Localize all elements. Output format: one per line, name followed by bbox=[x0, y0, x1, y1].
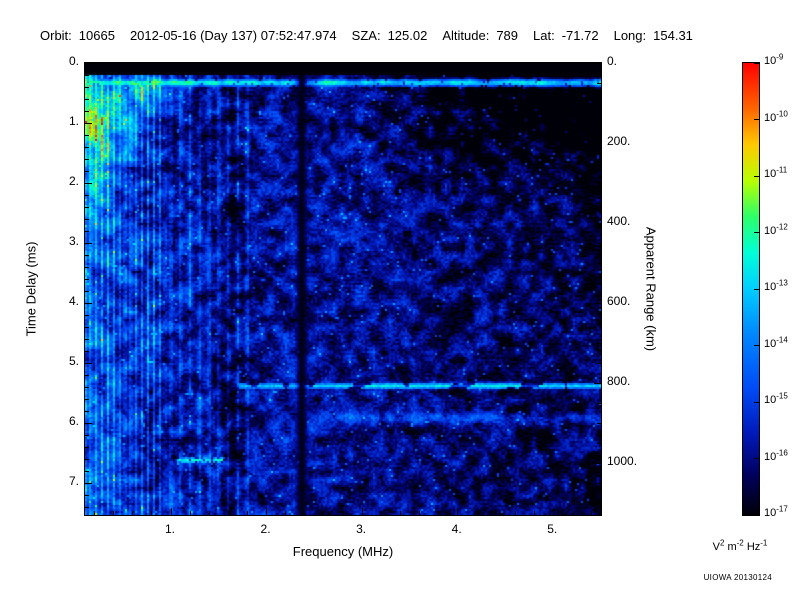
latitude-value: -71.72 bbox=[561, 28, 599, 43]
colorbar-tick-label: 10-9 bbox=[764, 52, 784, 67]
x-tick-label: 5. bbox=[547, 522, 558, 536]
credit-text: UIOWA 20130124 bbox=[703, 573, 772, 582]
spectrogram-canvas bbox=[85, 63, 601, 515]
orbit-label: Orbit: bbox=[40, 28, 72, 43]
altitude-value: 789 bbox=[496, 28, 519, 43]
y-left-tick-label: 1. bbox=[68, 114, 79, 129]
y-right-tick-label: 200. bbox=[607, 134, 631, 149]
altitude-label: Altitude: bbox=[442, 28, 490, 43]
y-left-tick-label: 7. bbox=[68, 474, 79, 489]
sza-field: SZA: 125.02 bbox=[352, 28, 428, 43]
colorbar-tick bbox=[754, 232, 759, 233]
longitude-label: Long: bbox=[613, 28, 647, 43]
y-right-tick-label: 400. bbox=[607, 214, 631, 229]
latitude-field: Lat: -71.72 bbox=[533, 28, 599, 43]
x-tick-label: 3. bbox=[356, 522, 367, 536]
sza-label: SZA: bbox=[351, 28, 381, 43]
colorbar-tick-label: 10-11 bbox=[764, 165, 788, 180]
plot-frame bbox=[84, 62, 602, 516]
longitude-value: 154.31 bbox=[653, 28, 693, 43]
colorbar-tick-label: 10-13 bbox=[764, 278, 788, 293]
x-tick-label: 4. bbox=[451, 522, 462, 536]
colorbar-tick bbox=[754, 345, 759, 346]
colorbar-tick-label: 10-16 bbox=[764, 447, 788, 463]
colorbar-tick bbox=[754, 401, 759, 403]
colorbar-tick bbox=[754, 513, 759, 515]
colorbar-tick-label: 10-12 bbox=[764, 221, 788, 237]
orbit-field: Orbit: 10665 bbox=[40, 28, 115, 43]
latitude-label: Lat: bbox=[533, 28, 555, 43]
colorbar-tick-label: 10-10 bbox=[764, 108, 788, 124]
colorbar-tick-label: 10-15 bbox=[764, 391, 788, 406]
y-axis-label-left: Time Delay (ms) bbox=[23, 241, 39, 337]
y-left-tick-label: 6. bbox=[68, 414, 79, 429]
y-left-tick-label: 2. bbox=[68, 174, 79, 189]
y-right-tick-label: 800. bbox=[607, 374, 631, 389]
x-tick-label: 1. bbox=[164, 522, 175, 536]
y-right-tick-label: 0. bbox=[607, 54, 618, 68]
colorbar-tick bbox=[754, 458, 759, 459]
colorbar-tick bbox=[754, 119, 759, 120]
colorbar-tick-label: 10-14 bbox=[764, 334, 788, 350]
y-left-tick-label: 3. bbox=[68, 234, 79, 249]
colorbar-tick-label: 10-17 bbox=[764, 504, 788, 519]
colorbar bbox=[742, 62, 760, 516]
y-left-tick-label: 0. bbox=[68, 54, 79, 68]
header-bar: Orbit: 10665 2012-05-16 (Day 137) 07:52:… bbox=[40, 28, 693, 43]
longitude-field: Long: 154.31 bbox=[614, 28, 693, 43]
colorbar-tick bbox=[754, 175, 759, 177]
y-left-tick-label: 5. bbox=[68, 354, 79, 369]
x-tick-label: 2. bbox=[260, 522, 271, 536]
colorbar-tick bbox=[754, 288, 759, 290]
y-axis-label-right: Apparent Range (km) bbox=[643, 226, 659, 352]
y-right-tick-label: 1000. bbox=[607, 454, 638, 469]
y-right-tick-label: 600. bbox=[607, 294, 631, 309]
orbit-value: 10665 bbox=[78, 28, 115, 43]
x-axis-label: Frequency (MHz) bbox=[292, 544, 394, 559]
sza-value: 125.02 bbox=[387, 28, 428, 43]
colorbar-tick bbox=[754, 62, 759, 64]
datetime-value: 2012-05-16 (Day 137) 07:52:47.974 bbox=[129, 28, 337, 43]
colorbar-unit-label: V2 m-2 Hz-1 bbox=[712, 538, 768, 553]
y-left-tick-label: 4. bbox=[68, 294, 79, 309]
altitude-field: Altitude: 789 bbox=[442, 28, 518, 43]
